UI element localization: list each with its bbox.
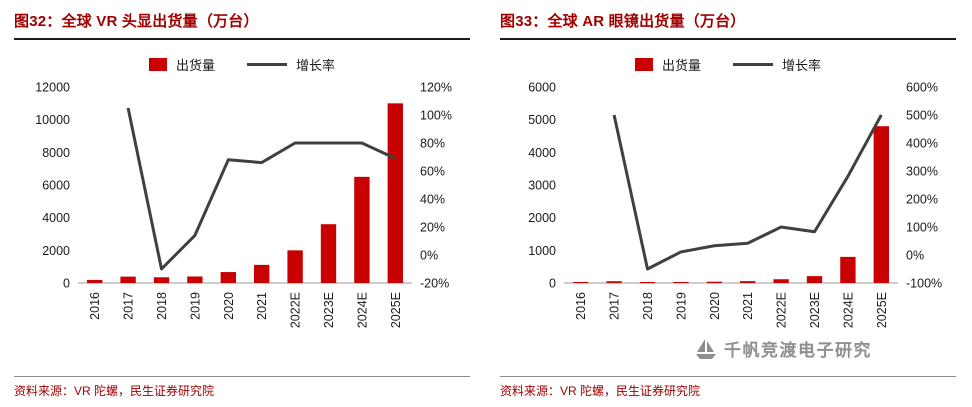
- panel-vr-chart: 图32：全球 VR 头显出货量（万台） 出货量 增长率 0 2000 4000 600…: [14, 10, 470, 399]
- bar: [120, 276, 136, 283]
- source-note: 资料来源：VR 陀螺，民生证券研究院: [500, 376, 956, 399]
- source-note: 资料来源：VR 陀螺，民生证券研究院: [14, 376, 470, 399]
- bar: [673, 282, 689, 283]
- legend: 出货量 增长率: [14, 55, 470, 74]
- bar: [606, 281, 622, 283]
- bar: [773, 279, 789, 283]
- right-axis-label: 20%: [420, 221, 445, 235]
- right-axis-label: 400%: [906, 137, 938, 151]
- bar: [320, 224, 337, 283]
- x-axis-label: 2021: [255, 292, 269, 320]
- right-axis-label: 500%: [906, 109, 938, 123]
- growth-line: [612, 114, 883, 271]
- right-axis-label: 40%: [420, 193, 445, 207]
- left-axis-label: 1000: [528, 244, 556, 258]
- line-legend-swatch: [247, 63, 287, 66]
- x-axis-label: 2023E: [322, 292, 336, 328]
- chart-canvas: 0 1000 2000 3000 4000 5000 6000 -100% 0% 100% 200%…: [528, 81, 942, 329]
- bar: [706, 281, 722, 283]
- left-axis-label: 6000: [528, 81, 556, 95]
- x-axis-label: 2024E: [841, 292, 855, 328]
- x-axis-label: 2016: [88, 292, 102, 320]
- legend: 出货量 增长率: [500, 55, 956, 74]
- right-axis-label: 0%: [420, 249, 438, 263]
- bar: [840, 256, 856, 283]
- left-axis-label: 10000: [35, 113, 70, 127]
- right-axis-label: 100%: [906, 221, 938, 235]
- left-axis-label: 0: [63, 277, 70, 291]
- bar-legend-swatch: [148, 58, 167, 71]
- right-axis-label: 300%: [906, 165, 938, 179]
- bar: [87, 279, 103, 283]
- bar-legend-label: 出货量: [661, 58, 701, 73]
- x-axis-label: 2020: [222, 292, 236, 320]
- right-axis-label: 200%: [906, 193, 938, 207]
- left-axis-label: 6000: [42, 179, 70, 193]
- line-legend-label: 增长率: [296, 58, 336, 73]
- left-axis-label: 2000: [42, 244, 70, 258]
- right-axis-label: 120%: [420, 81, 452, 95]
- x-axis-label: 2017: [122, 292, 136, 320]
- chart-canvas: 0 2000 4000 6000 8000 10000 12000 -20% 0% 20% 40% 6…: [35, 81, 452, 329]
- bar: [387, 103, 403, 283]
- right-axis-label: -100%: [906, 277, 942, 291]
- right-axis-label: 600%: [906, 81, 938, 95]
- x-axis-label: 2020: [708, 292, 722, 320]
- bar: [806, 276, 823, 283]
- vr-shipments-chart: 0 2000 4000 6000 8000 10000 12000 -20% 0% 20% 40% 6…: [14, 77, 470, 341]
- growth-line: [126, 107, 396, 271]
- left-axis-label: 3000: [528, 179, 556, 193]
- right-axis-label: -20%: [420, 277, 449, 291]
- x-axis-label: 2025E: [389, 292, 403, 328]
- bar: [254, 264, 270, 283]
- x-axis-label: 2017: [608, 292, 622, 320]
- bar: [287, 250, 303, 283]
- left-axis-label: 4000: [528, 146, 556, 160]
- ar-shipments-chart: 0 1000 2000 3000 4000 5000 6000 -100% 0% 100% 200%…: [500, 77, 956, 341]
- left-axis-label: 8000: [42, 146, 70, 160]
- x-axis-label: 2018: [155, 292, 169, 320]
- x-axis-label: 2022E: [775, 292, 789, 328]
- line-legend-label: 增长率: [782, 58, 822, 73]
- right-axis-label: 0%: [906, 249, 924, 263]
- right-axis-label: 100%: [420, 109, 452, 123]
- x-axis-label: 2023E: [808, 292, 822, 328]
- bar: [740, 281, 756, 283]
- x-axis-label: 2024E: [355, 292, 369, 328]
- chart-title-ar: 图33：全球 AR 眼镜出货量（万台）: [500, 10, 956, 40]
- x-axis-label: 2019: [674, 292, 688, 320]
- bar: [639, 282, 656, 283]
- left-axis-label: 0: [549, 277, 556, 291]
- x-axis-label: 2016: [574, 292, 588, 320]
- bar-legend-swatch: [634, 58, 653, 71]
- bar: [153, 277, 170, 283]
- bar: [220, 272, 236, 283]
- bar: [187, 276, 203, 283]
- x-axis-label: 2018: [641, 292, 655, 320]
- panel-ar-chart: 图33：全球 AR 眼镜出货量（万台） 出货量 增长率 0 1000 2000 300…: [486, 0, 972, 407]
- x-axis-label: 2022E: [289, 292, 303, 328]
- bar: [573, 282, 589, 283]
- left-axis-label: 4000: [42, 211, 70, 225]
- left-axis-label: 12000: [35, 81, 70, 95]
- left-axis-label: 2000: [528, 211, 556, 225]
- x-axis-label: 2021: [741, 292, 755, 320]
- x-axis-label: 2019: [188, 292, 202, 320]
- bar-legend-label: 出货量: [175, 58, 215, 73]
- left-axis-label: 5000: [528, 113, 556, 127]
- right-axis-label: 80%: [420, 137, 445, 151]
- bar: [354, 176, 370, 283]
- x-axis-label: 2025E: [875, 292, 889, 328]
- line-legend-swatch: [733, 63, 773, 66]
- right-axis-label: 60%: [420, 165, 445, 179]
- bar: [873, 126, 889, 283]
- chart-title-vr: 图32：全球 VR 头显出货量（万台）: [14, 10, 470, 40]
